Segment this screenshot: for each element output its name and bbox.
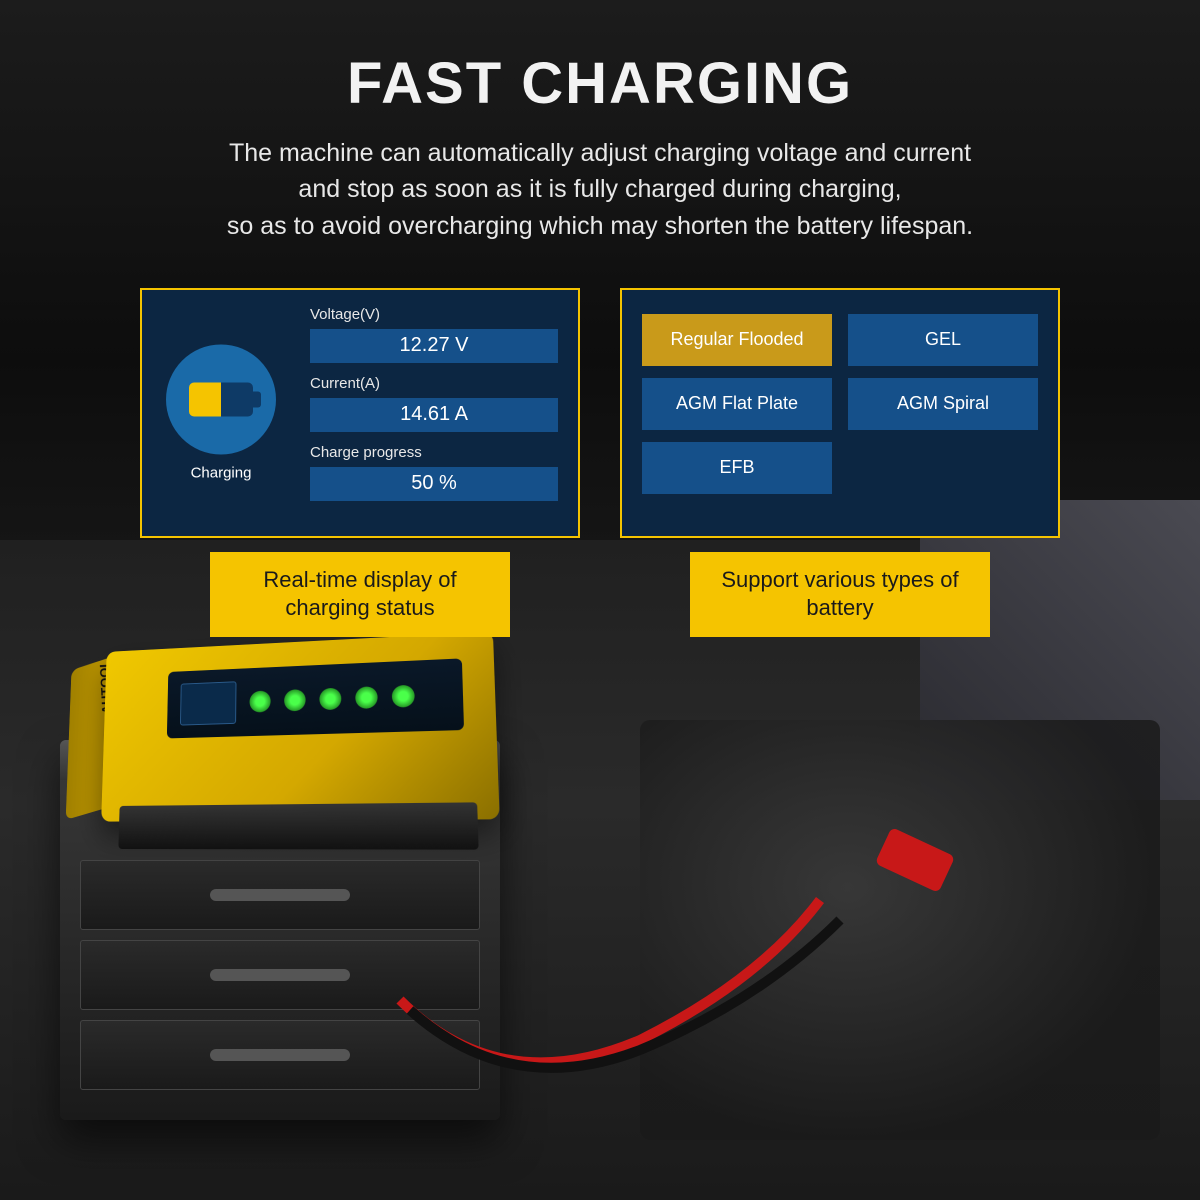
status-caption: Real-time display of charging status (210, 552, 510, 637)
battery-type-option[interactable]: EFB (642, 442, 832, 494)
device-button-icon (319, 688, 341, 711)
battery-type-option[interactable]: AGM Flat Plate (642, 378, 832, 430)
page-subtitle: The machine can automatically adjust cha… (110, 135, 1090, 244)
types-panel: Regular Flooded GEL AGM Flat Plate AGM Spir… (620, 288, 1060, 637)
progress-value: 50 % (310, 467, 558, 501)
device-button-icon (392, 685, 415, 708)
subtitle-line: and stop as soon as it is fully charged … (298, 175, 901, 203)
types-caption: Support various types of battery (690, 552, 990, 637)
subtitle-line: The machine can automatically adjust cha… (229, 139, 971, 167)
progress-label: Charge progress (310, 444, 558, 461)
device-button-icon (249, 690, 270, 712)
current-label: Current(A) (310, 375, 558, 392)
engine-bay (640, 720, 1160, 1140)
current-value: 14.61 A (310, 398, 558, 432)
charging-label: Charging (166, 464, 276, 481)
page-title: FAST CHARGING (0, 50, 1200, 117)
battery-icon (189, 382, 253, 416)
charger-device: AUTOOL (101, 632, 500, 822)
battery-type-option[interactable]: GEL (848, 314, 1038, 366)
device-control-panel (167, 658, 464, 738)
status-panel: Charging Voltage(V) 12.27 V Current(A) 1… (140, 288, 580, 637)
device-button-icon (284, 689, 306, 711)
battery-type-option[interactable]: AGM Spiral (848, 378, 1038, 430)
voltage-label: Voltage(V) (310, 306, 558, 323)
battery-circle-icon (166, 344, 276, 454)
voltage-value: 12.27 V (310, 329, 558, 363)
battery-type-option[interactable]: Regular Flooded (642, 314, 832, 366)
subtitle-line: so as to avoid overcharging which may sh… (227, 212, 973, 240)
device-button-icon (355, 686, 378, 709)
device-screen (180, 681, 237, 725)
